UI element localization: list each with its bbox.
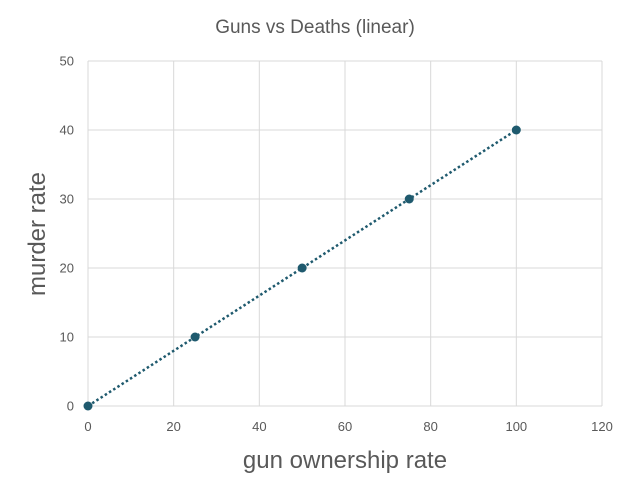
data-point xyxy=(404,194,414,204)
data-point xyxy=(297,263,307,273)
series xyxy=(83,125,521,411)
chart-title: Guns vs Deaths (linear) xyxy=(215,17,415,38)
y-tick-label: 10 xyxy=(60,330,74,345)
x-tick-label: 20 xyxy=(166,419,180,434)
grid xyxy=(87,60,603,407)
x-tick-label: 0 xyxy=(84,419,91,434)
data-point xyxy=(190,332,200,342)
y-tick-label: 20 xyxy=(60,261,74,276)
x-tick-label: 40 xyxy=(252,419,266,434)
tick-labels: 0 10 20 30 40 50 0 20 40 60 80 100 120 xyxy=(60,54,613,435)
y-tick-label: 50 xyxy=(60,54,74,69)
x-tick-label: 80 xyxy=(423,419,437,434)
y-axis-title: murder rate xyxy=(24,172,51,296)
x-tick-label: 60 xyxy=(338,419,352,434)
x-tick-label: 120 xyxy=(591,419,613,434)
data-point xyxy=(83,401,93,411)
y-tick-label: 30 xyxy=(60,192,74,207)
y-tick-label: 0 xyxy=(67,399,74,414)
y-tick-label: 40 xyxy=(60,123,74,138)
x-tick-label: 100 xyxy=(505,419,527,434)
data-point xyxy=(511,125,521,135)
x-axis-title: gun ownership rate xyxy=(243,447,447,474)
